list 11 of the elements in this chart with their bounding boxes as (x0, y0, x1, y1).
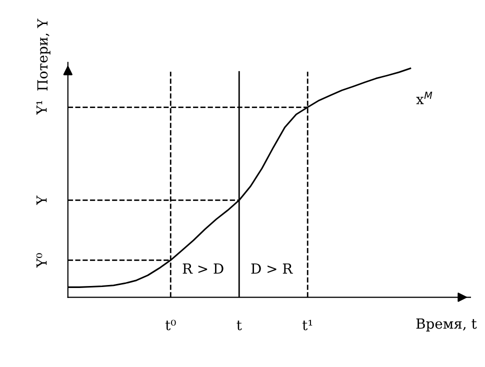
x-tick-label: t (236, 320, 242, 330)
ref-line-label: Y¹ (36, 100, 47, 115)
y-axis-title: Потери, Y (37, 18, 50, 91)
x-tick-label: t⁰ (165, 320, 176, 330)
x-tick-label: t¹ (302, 320, 312, 330)
ref-line-label: Y⁰ (36, 253, 47, 268)
annotation: R > D (182, 264, 224, 274)
ref-line-label: Y (36, 196, 47, 205)
annotation: D > R (251, 264, 293, 274)
text: x$^{M}$ (416, 92, 432, 104)
x-axis-title: Время, t (416, 318, 477, 332)
